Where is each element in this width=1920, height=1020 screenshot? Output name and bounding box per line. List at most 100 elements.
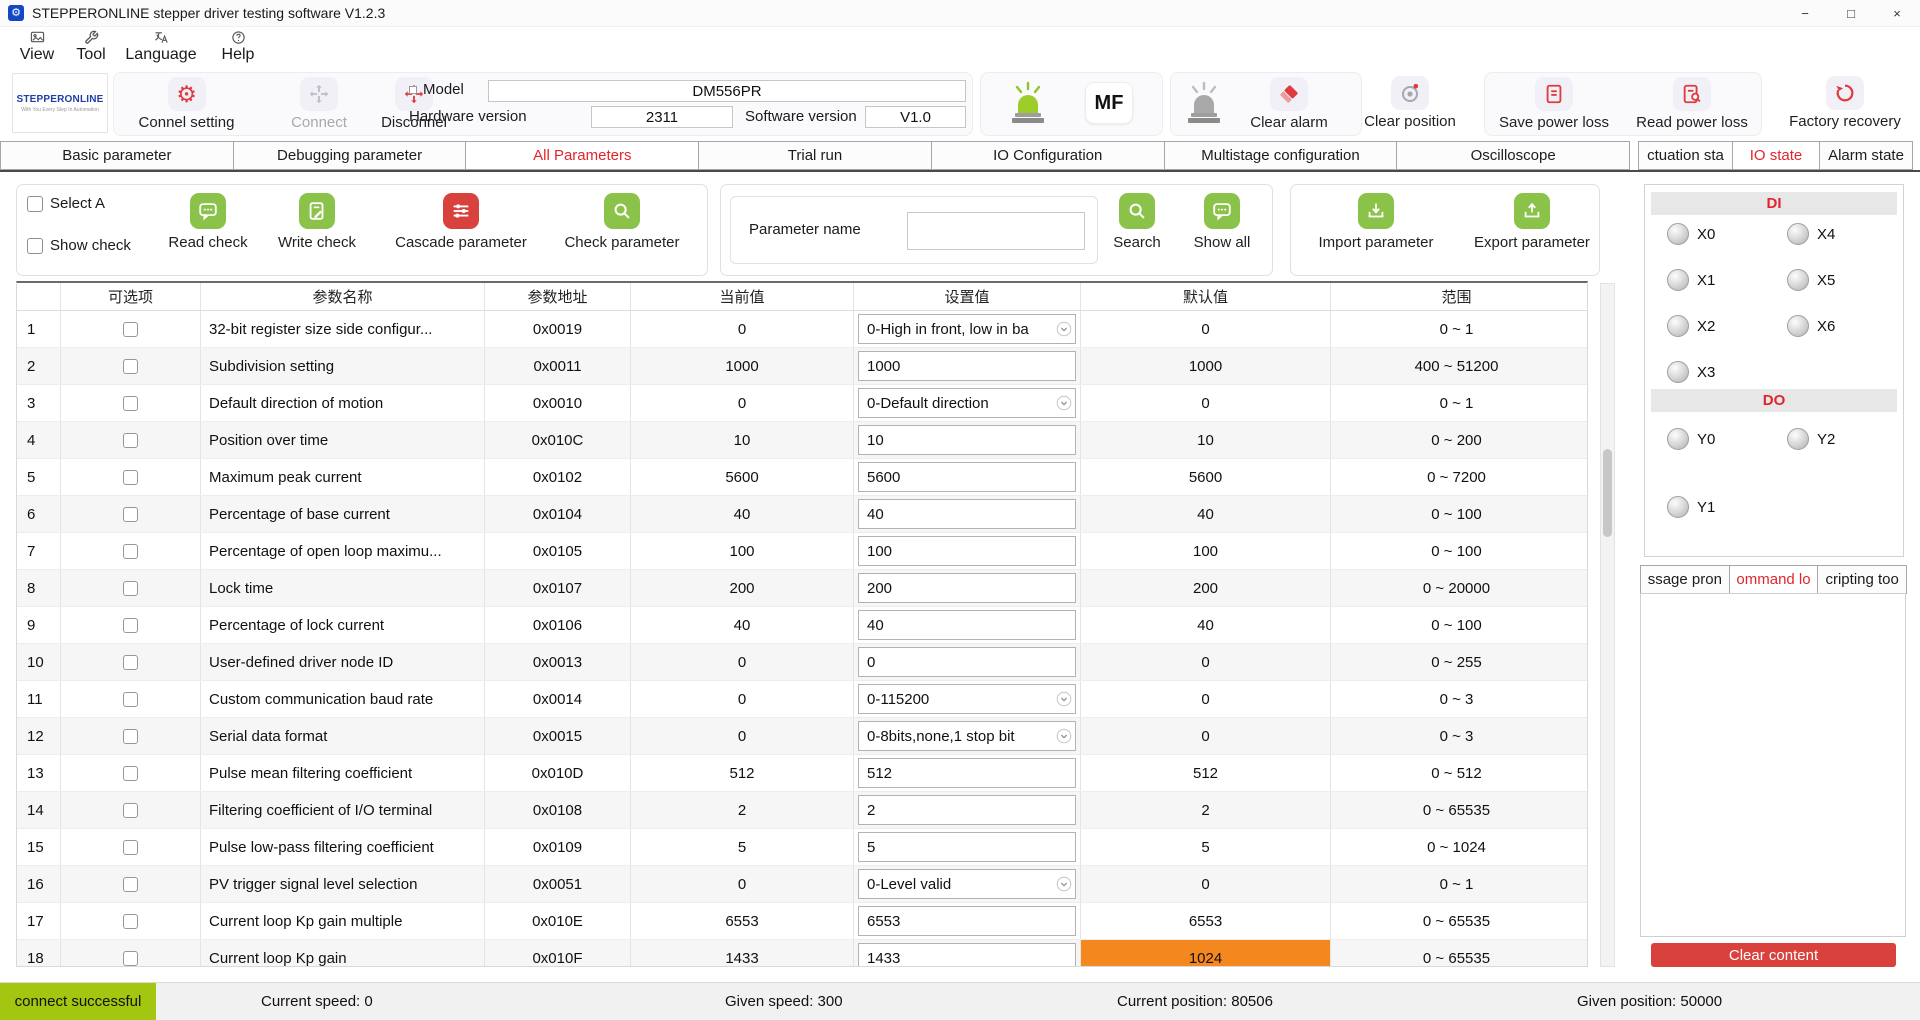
set-value-input[interactable]: 10 xyxy=(858,425,1076,455)
factory-recovery-button[interactable]: Factory recovery xyxy=(1775,76,1915,130)
set-value-input[interactable]: 200 xyxy=(858,573,1076,603)
tab-debugging-parameter[interactable]: Debugging parameter xyxy=(232,141,467,170)
row-number: 9 xyxy=(17,607,61,643)
tab-io-configuration[interactable]: IO Configuration xyxy=(930,141,1165,170)
set-value-input[interactable]: 6553 xyxy=(858,906,1076,936)
connect-setting-button[interactable]: ⚙ Connel setting xyxy=(129,77,244,131)
row-checkbox[interactable] xyxy=(123,728,138,744)
hardware-version-input[interactable] xyxy=(591,106,733,128)
row-checkbox[interactable] xyxy=(123,506,138,522)
row-checkbox[interactable] xyxy=(123,913,138,929)
software-version-input[interactable] xyxy=(865,106,966,128)
param-address-cell: 0x0014 xyxy=(485,681,631,717)
header-corner xyxy=(17,283,61,310)
model-input[interactable] xyxy=(488,80,966,102)
tab-ommand-lo[interactable]: ommand lo xyxy=(1728,565,1819,594)
sliders-icon xyxy=(453,204,469,218)
row-checkbox[interactable] xyxy=(123,802,138,818)
tab-trial-run[interactable]: Trial run xyxy=(698,141,932,170)
maximize-button[interactable]: □ xyxy=(1847,6,1855,21)
table-row: 1 32-bit register size side configur... 0x… xyxy=(17,311,1587,348)
set-value-input[interactable]: 40 xyxy=(858,610,1076,640)
row-number: 18 xyxy=(17,940,61,966)
menu-tool[interactable]: Tool xyxy=(66,30,116,64)
row-checkbox[interactable] xyxy=(123,395,138,411)
tab-ctuation-sta[interactable]: ctuation sta xyxy=(1638,141,1733,170)
connect-button[interactable]: Connect xyxy=(264,77,374,131)
set-value-input[interactable]: 100 xyxy=(858,536,1076,566)
row-checkbox[interactable] xyxy=(123,617,138,633)
row-checkbox[interactable] xyxy=(123,358,138,374)
tab-ssage-pron[interactable]: ssage pron xyxy=(1640,565,1730,594)
wrench-icon xyxy=(84,30,98,44)
param-address-cell: 0x0015 xyxy=(485,718,631,754)
set-value-input[interactable]: 2 xyxy=(858,795,1076,825)
row-checkbox[interactable] xyxy=(123,580,138,596)
clear-alarm-button[interactable]: Clear alarm xyxy=(1234,77,1344,131)
table-row: 13 Pulse mean filtering coefficient 0x010D… xyxy=(17,755,1587,792)
tab-all-parameters[interactable]: All Parameters xyxy=(465,141,700,170)
row-checkbox[interactable] xyxy=(123,432,138,448)
set-value-input[interactable]: 1000 xyxy=(858,351,1076,381)
check-parameter-button[interactable]: Check parameter xyxy=(547,193,697,251)
read-power-loss-button[interactable]: Read power loss xyxy=(1626,77,1758,131)
row-checkbox[interactable] xyxy=(123,950,138,966)
save-power-loss-button[interactable]: Save power loss xyxy=(1489,77,1619,131)
menu-view[interactable]: View xyxy=(11,30,63,64)
select-all-checkbox[interactable]: Select A xyxy=(27,195,105,212)
current-position: Current position: 80506 xyxy=(1117,993,1273,1010)
export-parameter-button[interactable]: Export parameter xyxy=(1457,193,1607,251)
table-scrollbar[interactable] xyxy=(1600,283,1615,967)
show-check-checkbox[interactable]: Show check xyxy=(27,237,131,254)
search-button[interactable]: Search xyxy=(1092,193,1182,251)
param-name-cell: Maximum peak current xyxy=(201,459,485,495)
set-value-input[interactable]: 5 xyxy=(858,832,1076,862)
set-value-input[interactable]: 5600 xyxy=(858,462,1076,492)
parameter-name-input[interactable] xyxy=(907,212,1085,250)
param-name-cell: Current loop Kp gain xyxy=(201,940,485,966)
import-parameter-button[interactable]: Import parameter xyxy=(1301,193,1451,251)
cascade-parameter-button[interactable]: Cascade parameter xyxy=(386,193,536,251)
tab-cripting-too[interactable]: cripting too xyxy=(1817,565,1908,594)
row-checkbox[interactable] xyxy=(123,469,138,485)
row-checkbox[interactable] xyxy=(123,691,138,707)
tab-basic-parameter[interactable]: Basic parameter xyxy=(0,141,234,170)
row-checkbox[interactable] xyxy=(123,321,138,337)
set-value-dropdown[interactable]: 0-Level valid xyxy=(858,869,1076,899)
set-value-cell: 10 xyxy=(854,422,1081,458)
set-value-dropdown[interactable]: 0-115200 xyxy=(858,684,1076,714)
show-all-button[interactable]: Show all xyxy=(1177,193,1267,251)
close-button[interactable]: × xyxy=(1893,6,1901,21)
main-tabs: Basic parameter Debugging parameter All Pa… xyxy=(0,141,1631,170)
tab-alarm-state[interactable]: Alarm state xyxy=(1819,141,1913,170)
clear-position-button[interactable]: Clear position xyxy=(1352,76,1468,130)
set-value-dropdown[interactable]: 0-Default direction xyxy=(858,388,1076,418)
menu-help[interactable]: Help xyxy=(212,30,264,64)
set-value-dropdown[interactable]: 0-8bits,none,1 stop bit xyxy=(858,721,1076,751)
row-checkbox[interactable] xyxy=(123,765,138,781)
set-value-input[interactable]: 0 xyxy=(858,647,1076,677)
menu-bar: View Tool Language Help xyxy=(0,27,1920,70)
disconnect-button[interactable]: Disconnel xyxy=(359,77,469,131)
set-value-cell: 1000 xyxy=(854,348,1081,384)
row-checkbox[interactable] xyxy=(123,876,138,892)
checkbox-icon xyxy=(27,195,43,212)
write-check-button[interactable]: Write check xyxy=(242,193,392,251)
set-value-dropdown[interactable]: 0-High in front, low in ba xyxy=(858,314,1076,344)
clear-content-button[interactable]: Clear content xyxy=(1651,943,1896,967)
row-checkbox[interactable] xyxy=(123,654,138,670)
row-checkbox-cell xyxy=(61,681,201,717)
scrollbar-thumb[interactable] xyxy=(1603,449,1612,537)
set-value-input[interactable]: 1433 xyxy=(858,943,1076,966)
indicator-lamp-icon xyxy=(1787,428,1809,450)
read-check-button[interactable]: Read check xyxy=(133,193,283,251)
row-checkbox[interactable] xyxy=(123,543,138,559)
tab-oscilloscope[interactable]: Oscilloscope xyxy=(1396,141,1631,170)
row-checkbox[interactable] xyxy=(123,839,138,855)
tab-io-state[interactable]: IO state xyxy=(1732,141,1820,170)
minimize-button[interactable]: − xyxy=(1801,6,1809,21)
tab-multistage-configuration[interactable]: Multistage configuration xyxy=(1163,141,1398,170)
set-value-input[interactable]: 40 xyxy=(858,499,1076,529)
set-value-input[interactable]: 512 xyxy=(858,758,1076,788)
menu-language[interactable]: Language xyxy=(120,30,202,64)
